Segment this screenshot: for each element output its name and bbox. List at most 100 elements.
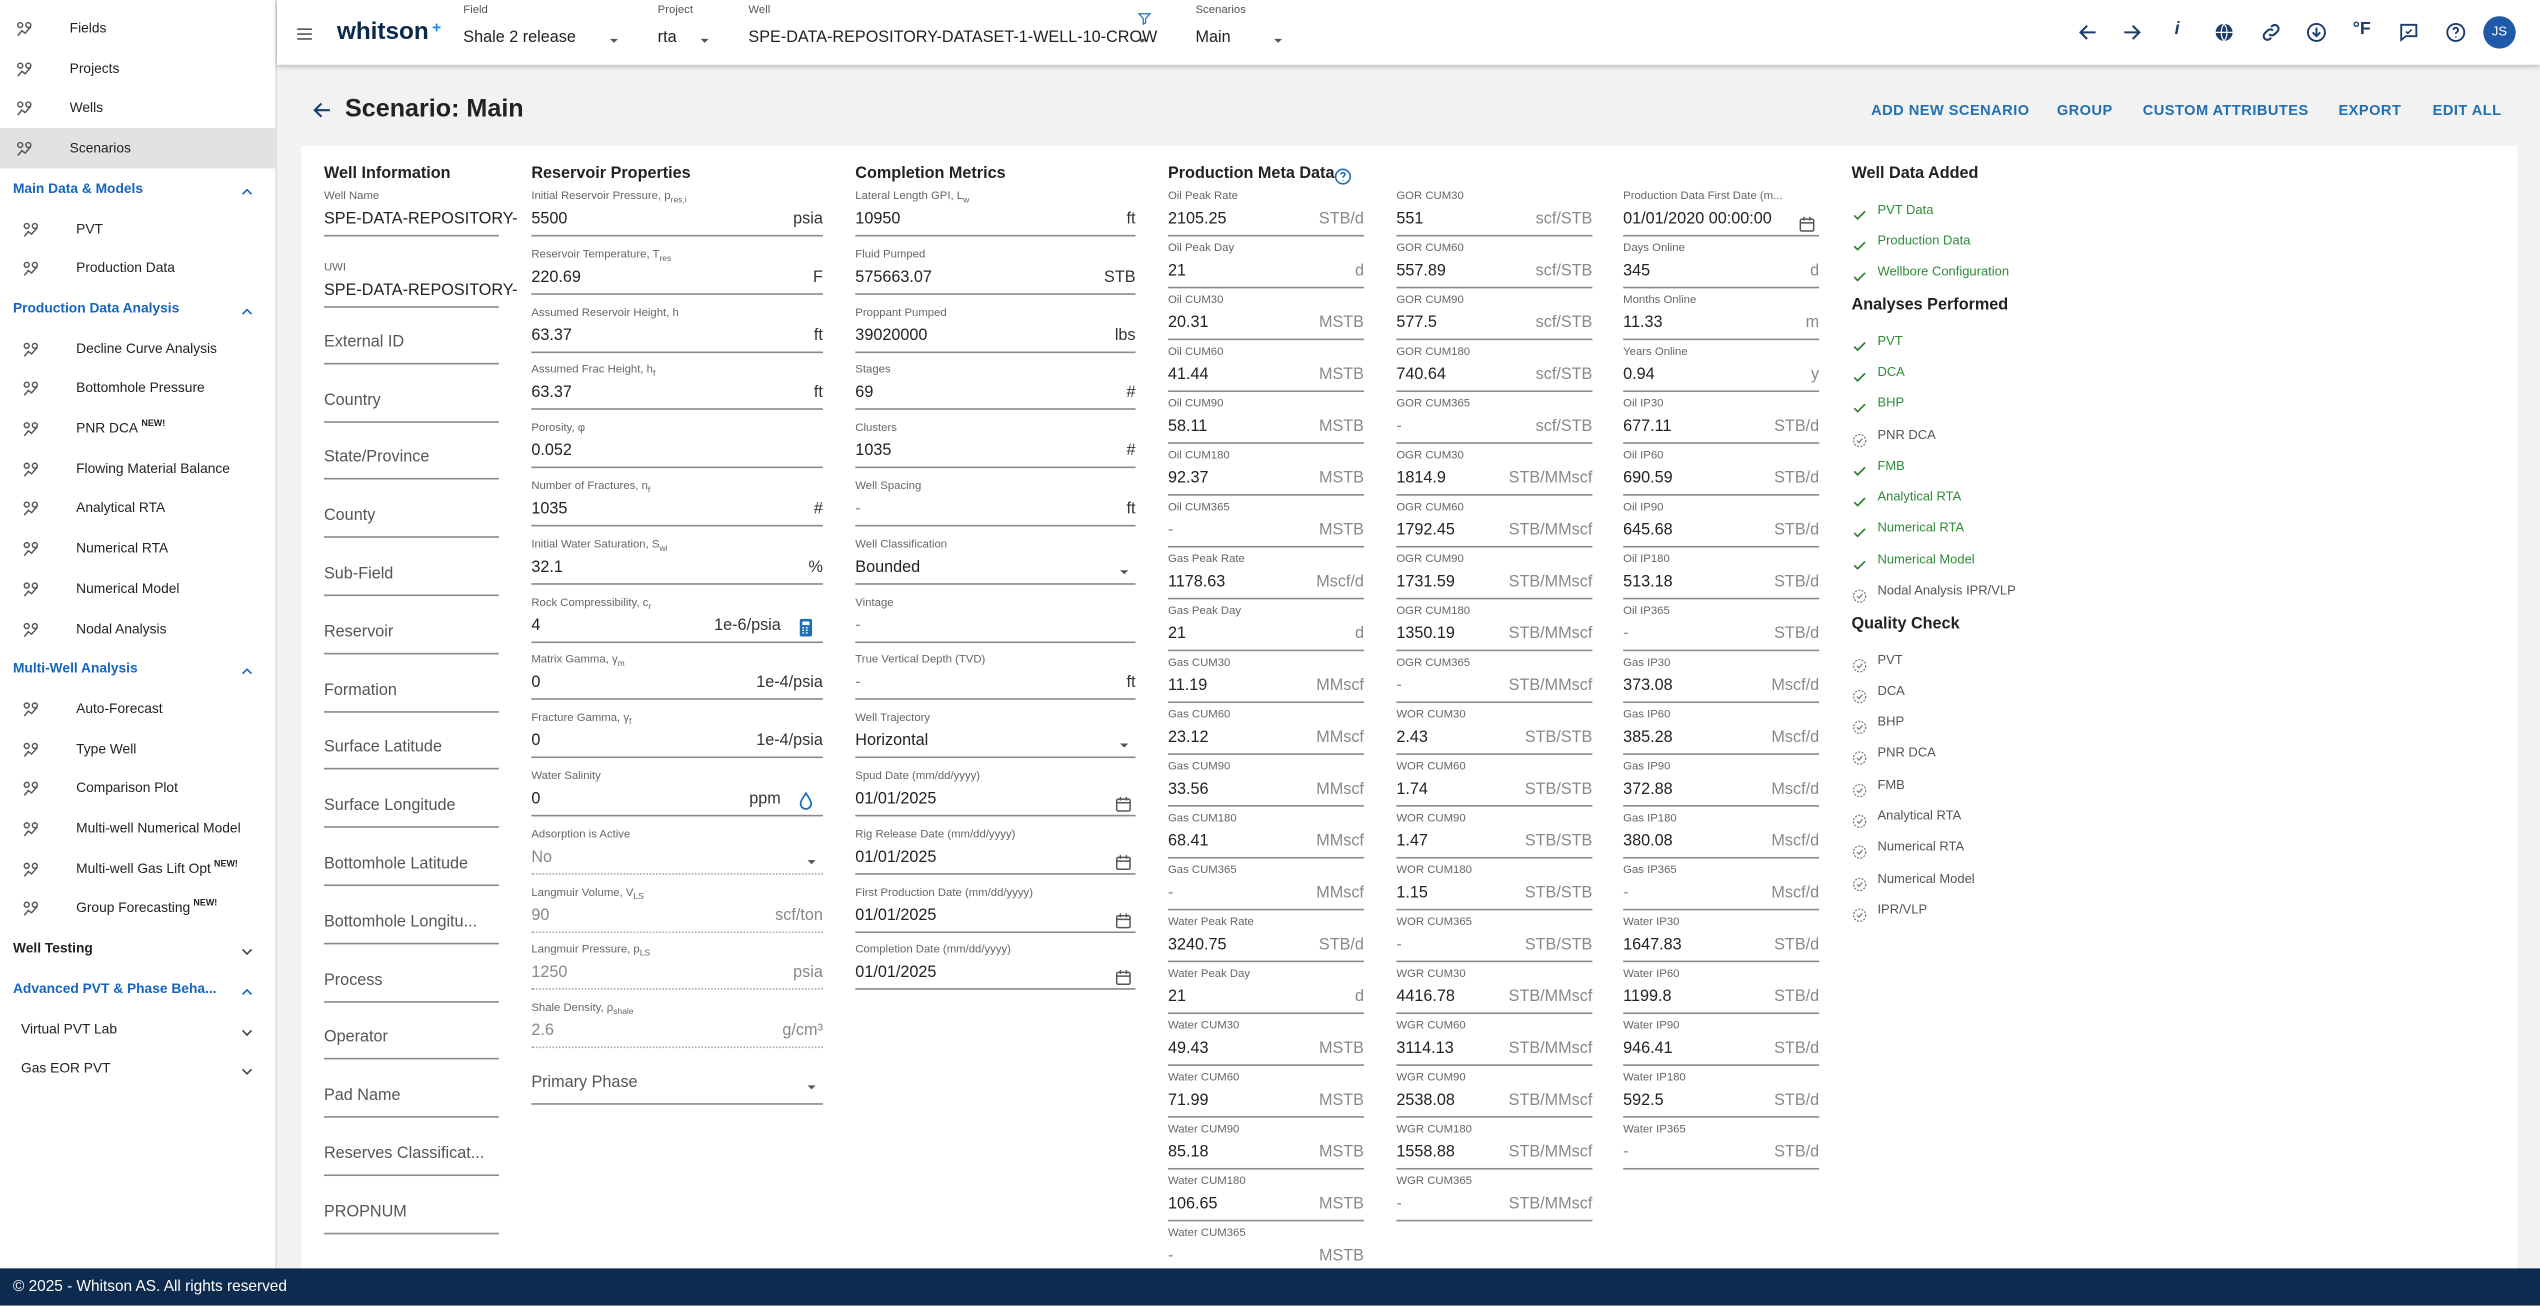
field-value[interactable]: 1814.9: [1396, 469, 1446, 488]
nav-item[interactable]: Multi-well Numerical Model: [0, 808, 275, 848]
field-value[interactable]: 21: [1167, 262, 1186, 281]
toolbar-button[interactable]: [2397, 21, 2420, 44]
field-value[interactable]: 577.5: [1396, 314, 1437, 333]
field-value[interactable]: 01/01/2025: [855, 790, 937, 809]
field-value[interactable]: 677.11: [1623, 417, 1672, 436]
toolbar-button[interactable]: [2213, 21, 2236, 44]
selector-value[interactable]: Main: [1195, 29, 1231, 47]
field-value[interactable]: 1035: [531, 500, 568, 519]
field-value[interactable]: 33.56: [1167, 780, 1209, 799]
field-value[interactable]: 0: [531, 674, 541, 693]
field-value[interactable]: 1731.59: [1396, 573, 1455, 592]
field-value[interactable]: SPE-DATA-REPOSITORY-: [323, 281, 518, 300]
field-value[interactable]: 1250: [531, 964, 568, 983]
field-value[interactable]: 513.18: [1623, 573, 1673, 592]
help-button[interactable]: [1333, 165, 1352, 185]
field-value[interactable]: 1792.45: [1396, 521, 1455, 540]
field-placeholder[interactable]: Bottomhole Longitu...: [323, 913, 478, 932]
calendar-button[interactable]: [1114, 850, 1132, 870]
field-value[interactable]: -: [855, 616, 861, 635]
toolbar-button[interactable]: [2444, 21, 2467, 44]
action-button[interactable]: EXPORT: [2338, 102, 2402, 119]
field-placeholder[interactable]: Formation: [323, 681, 397, 700]
field-value[interactable]: 2.43: [1396, 728, 1428, 747]
nav-item[interactable]: Numerical Model: [0, 568, 275, 608]
nav-section[interactable]: Production Data Analysis: [0, 288, 275, 328]
nav-item[interactable]: Virtual PVT Lab: [0, 1008, 275, 1048]
field-placeholder[interactable]: Pad Name: [323, 1087, 401, 1106]
nav-item[interactable]: Fields: [0, 8, 275, 48]
dropdown-caret[interactable]: [604, 29, 623, 48]
nav-section[interactable]: Well Testing: [0, 928, 275, 968]
field-value[interactable]: 592.5: [1623, 1091, 1664, 1110]
field-value[interactable]: -: [855, 500, 861, 519]
toolbar-button[interactable]: i: [2174, 19, 2180, 39]
field-value[interactable]: 58.11: [1167, 417, 1208, 436]
field-value[interactable]: 10950: [855, 210, 901, 229]
field-value[interactable]: -: [1396, 936, 1402, 955]
field-value[interactable]: 740.64: [1396, 366, 1446, 384]
field-value[interactable]: 01/01/2025: [855, 906, 937, 925]
field-value[interactable]: 1.74: [1396, 780, 1428, 799]
field-placeholder[interactable]: Sub-Field: [323, 565, 394, 584]
dropdown-caret[interactable]: [802, 850, 821, 869]
field-value[interactable]: 21: [1167, 988, 1186, 1006]
field-value[interactable]: 4416.78: [1396, 988, 1455, 1006]
field-value[interactable]: 20.31: [1167, 314, 1209, 333]
nav-item[interactable]: Flowing Material Balance: [0, 448, 275, 488]
action-button[interactable]: CUSTOM ATTRIBUTES: [2142, 102, 2309, 119]
field-value[interactable]: 1647.83: [1623, 936, 1682, 955]
calendar-button[interactable]: [1114, 908, 1132, 928]
nav-item[interactable]: Auto-Forecast: [0, 688, 275, 728]
field-value[interactable]: 49.43: [1167, 1039, 1209, 1058]
field-value[interactable]: 0.94: [1623, 366, 1655, 384]
field-value[interactable]: 1558.88: [1396, 1143, 1455, 1162]
field-value[interactable]: Horizontal: [855, 732, 929, 751]
nav-item[interactable]: Wells: [0, 88, 275, 128]
field-value[interactable]: 32.1: [531, 558, 563, 577]
field-value[interactable]: 373.08: [1623, 677, 1673, 695]
field-value[interactable]: 0: [531, 790, 541, 809]
nav-item[interactable]: Production Data: [0, 248, 275, 288]
field-value[interactable]: 23.12: [1167, 728, 1209, 747]
selector-value[interactable]: SPE-DATA-REPOSITORY-DATASET-1-WELL-10-CR…: [748, 29, 1158, 47]
filter-icon[interactable]: [1137, 5, 1152, 26]
dropdown-caret[interactable]: [1268, 29, 1287, 48]
field-value[interactable]: No: [531, 848, 553, 867]
field-value[interactable]: 11.19: [1167, 677, 1208, 695]
dropdown-caret[interactable]: [1114, 560, 1133, 579]
action-button[interactable]: ADD NEW SCENARIO: [1871, 102, 2030, 119]
field-value[interactable]: 220.69: [531, 268, 581, 287]
field-value[interactable]: 1350.19: [1396, 625, 1455, 644]
field-value[interactable]: 63.37: [531, 326, 572, 345]
field-placeholder[interactable]: Surface Longitude: [323, 797, 456, 816]
toolbar-button[interactable]: °F: [2352, 19, 2371, 39]
field-value[interactable]: 85.18: [1167, 1143, 1209, 1162]
toolbar-button[interactable]: [2260, 21, 2283, 44]
field-value[interactable]: -: [1623, 625, 1629, 644]
field-value[interactable]: -: [855, 674, 861, 693]
field-value[interactable]: SPE-DATA-REPOSITORY-: [323, 210, 518, 229]
field-value[interactable]: 0.052: [531, 442, 572, 461]
nav-section[interactable]: Advanced PVT & Phase Beha...: [0, 968, 275, 1008]
nav-item[interactable]: Group Forecasting NEW!: [0, 888, 275, 928]
field-value[interactable]: 380.08: [1623, 832, 1673, 851]
nav-item[interactable]: Type Well: [0, 728, 275, 768]
field-value[interactable]: 106.65: [1167, 1195, 1218, 1214]
field-value[interactable]: 01/01/2025: [855, 848, 937, 867]
field-value[interactable]: 345: [1623, 262, 1651, 281]
field-value[interactable]: 63.37: [531, 384, 572, 403]
field-value[interactable]: 21: [1167, 625, 1186, 644]
nav-item[interactable]: Bottomhole Pressure: [0, 368, 275, 408]
back-button[interactable]: [311, 99, 334, 122]
nav-item[interactable]: Numerical RTA: [0, 528, 275, 568]
field-placeholder[interactable]: External ID: [323, 333, 405, 352]
field-value[interactable]: 90: [531, 906, 550, 925]
menu-button[interactable]: [295, 23, 314, 42]
field-value[interactable]: 946.41: [1623, 1039, 1673, 1058]
field-placeholder[interactable]: Country: [323, 391, 381, 410]
field-placeholder[interactable]: PROPNUM: [323, 1203, 407, 1222]
field-value[interactable]: 0: [531, 732, 541, 751]
field-value[interactable]: 4: [531, 616, 541, 635]
nav-item[interactable]: Analytical RTA: [0, 488, 275, 528]
